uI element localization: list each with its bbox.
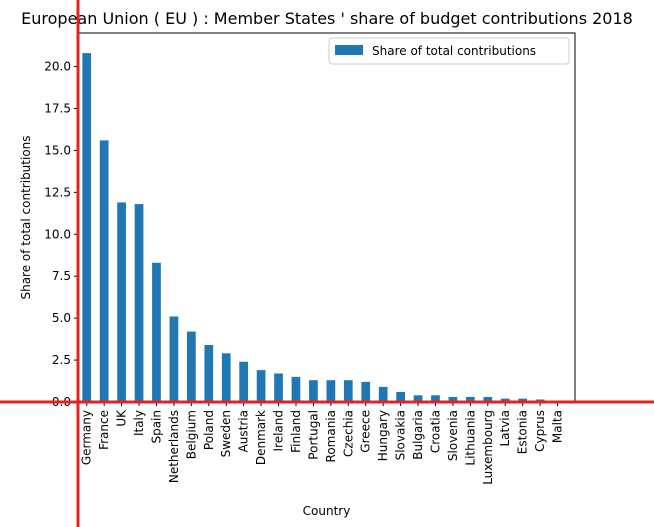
bar-germany [82,53,92,403]
bar-denmark [256,370,266,402]
x-tick-label: UK [115,409,129,427]
x-tick-label: Austria [237,410,251,452]
y-tick-label: 2.5 [52,353,71,367]
y-tick-label: 17.5 [44,101,71,115]
x-tick-label: Luxembourg [481,410,495,485]
bar-poland [204,344,214,402]
x-tick-label: Cyprus [533,410,547,452]
bar-sweden [221,353,231,402]
y-axis-ticks: 0.02.55.07.510.012.515.017.520.0 [44,60,78,409]
x-tick-label: Lithuania [463,410,477,466]
legend: Share of total contributions [328,37,570,65]
y-tick-label: 12.5 [44,185,71,199]
y-axis-label: Share of total contributions [19,135,33,299]
bar-romania [326,380,336,402]
bar-slovakia [396,391,405,402]
x-tick-label: Hungary [376,410,390,461]
x-tick-label: Latvia [498,410,512,447]
x-tick-label: Belgium [184,410,198,459]
x-tick-label: Estonia [516,410,530,454]
bar-belgium [186,331,196,402]
x-tick-label: Denmark [254,410,268,465]
bar-czechia [343,380,353,402]
x-tick-label: Bulgaria [411,410,425,460]
bar-portugal [309,380,318,402]
y-tick-label: 5.0 [52,311,71,325]
legend-box [328,37,570,65]
y-tick-label: 15.0 [44,143,71,157]
bar-france [99,140,109,402]
bar-estonia [518,398,528,402]
bar-luxembourg [483,396,493,402]
x-tick-label: Slovakia [394,410,408,460]
x-tick-label: Malta [551,410,565,443]
bar-croatia [431,395,440,402]
bar-bulgaria [413,395,423,402]
y-tick-label: 7.5 [52,269,71,283]
x-tick-label: Finland [289,410,303,453]
bar-netherlands [169,316,179,402]
x-tick-label: Croatia [428,410,442,453]
x-tick-label: Spain [149,410,163,444]
x-tick-label: Slovenia [446,410,460,461]
bar-finland [291,376,301,402]
bar-series [82,53,562,403]
bar-austria [239,361,249,402]
chart-title: European Union ( EU ) : Member States ' … [21,9,633,28]
bar-ireland [274,373,283,402]
bar-greece [361,381,371,402]
x-tick-label: Greece [359,410,373,453]
bar-uk [117,202,126,402]
x-tick-label: Poland [202,410,216,450]
x-tick-label: Netherlands [167,410,181,483]
x-tick-label: France [97,410,111,450]
y-tick-label: 10.0 [44,227,71,241]
legend-entry-label: Share of total contributions [372,44,536,58]
x-axis-ticks: Germany France UK Italy Spain Netherlands Belg… [80,402,565,485]
bar-slovenia [448,396,458,402]
x-tick-label: Portugal [306,410,320,460]
x-tick-label: Czechia [341,410,355,457]
bar-latvia [500,398,510,402]
bar-lithuania [466,396,475,402]
x-tick-label: Ireland [272,410,286,452]
x-tick-label: Germany [80,410,94,465]
bar-italy [134,204,144,402]
x-tick-label: Romania [324,410,338,462]
x-axis-label: Country [303,504,351,518]
x-tick-label: Sweden [219,410,233,457]
bar-hungary [378,386,388,402]
legend-swatch [335,45,363,55]
x-tick-label: Italy [132,410,146,436]
y-tick-label: 20.0 [44,60,71,74]
bar-spain [152,262,161,402]
